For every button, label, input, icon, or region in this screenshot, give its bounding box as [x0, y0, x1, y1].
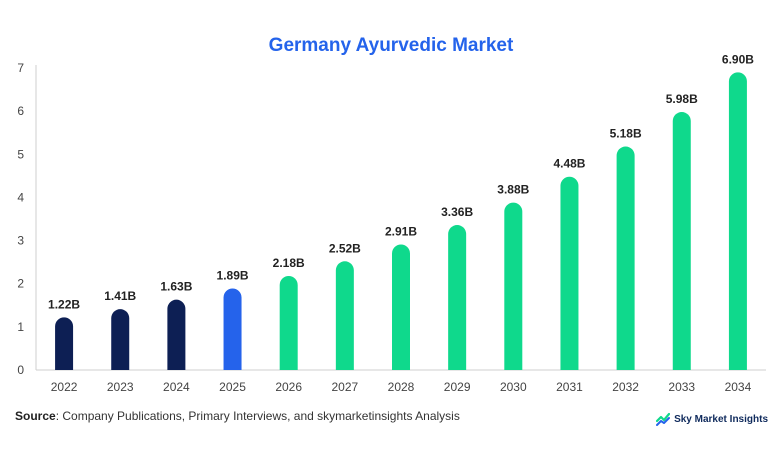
bar-2031	[560, 176, 579, 370]
brand: Sky Market Insights	[656, 412, 768, 426]
source-note: Source: Company Publications, Primary In…	[15, 409, 460, 423]
data-label: 1.63B	[160, 280, 192, 294]
bars	[55, 72, 747, 371]
data-label: 3.88B	[497, 183, 529, 197]
x-tick-label: 2025	[219, 380, 246, 394]
data-label: 2.52B	[329, 241, 361, 255]
x-tick-label: 2027	[331, 380, 358, 394]
bar-2028	[392, 244, 410, 370]
y-tick-label: 7	[17, 61, 24, 75]
data-label: 4.48B	[553, 157, 585, 171]
x-tick-label: 2029	[444, 380, 471, 394]
brand-logo-icon	[656, 412, 671, 426]
data-label: 2.91B	[385, 224, 417, 238]
y-tick-label: 0	[17, 363, 24, 377]
x-tick-label: 2034	[725, 380, 752, 394]
bar-2025	[223, 288, 242, 370]
x-tick-label: 2024	[163, 380, 190, 394]
x-tick-label: 2030	[500, 380, 527, 394]
bar-2030	[504, 202, 523, 370]
data-label: 5.98B	[666, 92, 698, 106]
y-tick-label: 2	[17, 277, 24, 291]
data-label: 6.90B	[722, 52, 754, 66]
bar-2029	[448, 225, 467, 370]
bar-2034	[728, 72, 747, 371]
x-tick-label: 2031	[556, 380, 583, 394]
axes: 0 1 2 3 4 5 6 7	[17, 61, 766, 377]
data-label: 2.18B	[273, 256, 305, 270]
data-label: 1.41B	[104, 289, 136, 303]
y-tick-label: 1	[17, 320, 24, 334]
source-prefix: Source	[15, 409, 56, 423]
data-label: 1.22B	[48, 297, 80, 311]
y-tick-label: 6	[17, 104, 24, 118]
chart-title: Germany Ayurvedic Market	[268, 35, 514, 56]
x-tick-label: 2033	[668, 380, 695, 394]
bar-2033	[672, 112, 691, 370]
data-label: 3.36B	[441, 205, 473, 219]
x-tick-label: 2032	[612, 380, 639, 394]
labels: 1.22B 2022 1.41B 2023 1.63B 2024 1.89B 2025 2.18…	[48, 52, 754, 394]
bar-2022	[55, 317, 74, 370]
y-tick-label: 3	[17, 234, 24, 248]
x-tick-label: 2022	[51, 380, 78, 394]
data-label: 1.89B	[217, 268, 249, 282]
source-text: : Company Publications, Primary Intervie…	[55, 409, 460, 423]
bar-2027	[335, 261, 354, 370]
bar-2023	[111, 309, 130, 370]
y-tick-label: 4	[17, 190, 24, 204]
brand-name: Sky Market Insights	[674, 413, 768, 425]
bar-2026	[279, 275, 298, 370]
x-tick-label: 2028	[388, 380, 415, 394]
y-tick-label: 5	[17, 147, 24, 161]
bar-2032	[616, 146, 635, 370]
x-tick-label: 2023	[107, 380, 134, 394]
data-label: 5.18B	[610, 127, 642, 141]
bar-2024	[167, 299, 186, 370]
x-tick-label: 2026	[275, 380, 302, 394]
